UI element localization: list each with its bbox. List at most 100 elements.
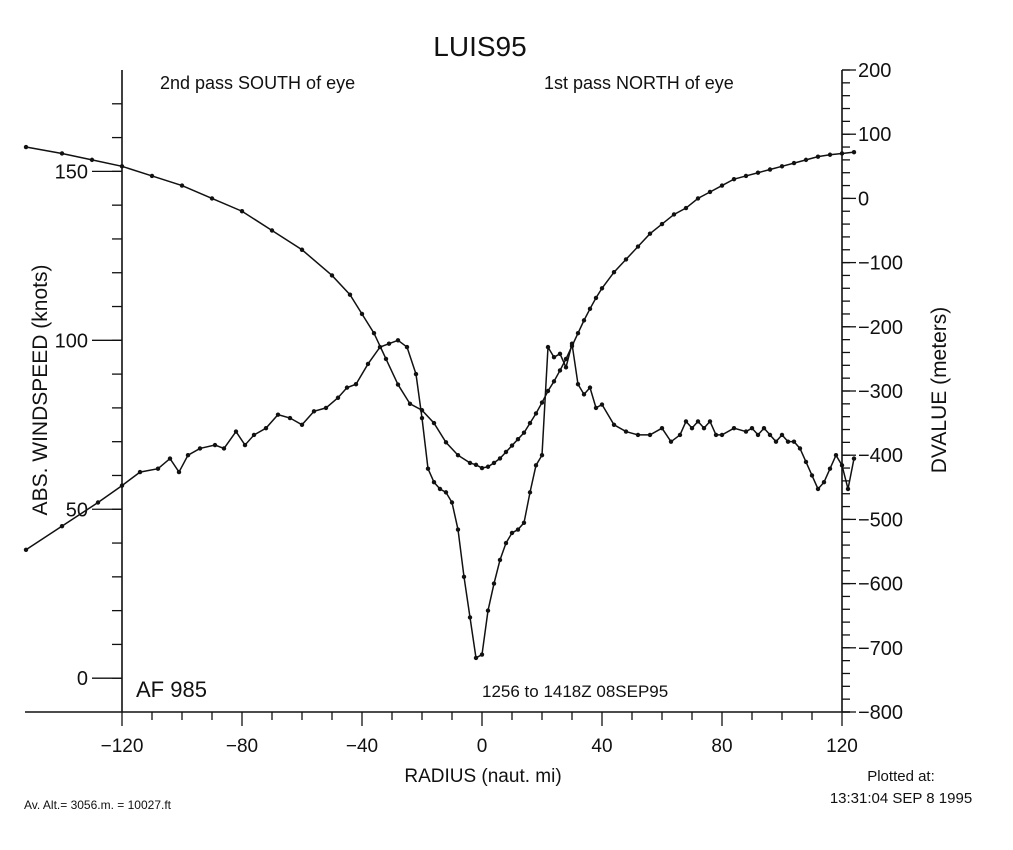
dvalue-point: [515, 436, 521, 442]
windspeed-point: [95, 500, 101, 505]
windspeed-point: [719, 432, 725, 438]
windspeed-point: [563, 365, 569, 370]
windspeed-point: [695, 419, 701, 424]
dvalue-point: [755, 170, 761, 175]
dvalue-point: [695, 196, 701, 201]
dvalue-point: [347, 292, 353, 297]
dvalue-point: [569, 343, 575, 349]
dvalue-point: [611, 270, 617, 275]
altitude-note: Av. Alt.= 3056.m. = 10027.ft: [24, 798, 171, 812]
dvalue-point: [683, 205, 689, 211]
dvalue-point: [557, 368, 563, 373]
windspeed-point: [431, 480, 437, 485]
windspeed-point: [119, 483, 125, 488]
windspeed-point: [287, 415, 293, 421]
windspeed-point: [212, 442, 218, 448]
windspeed-point: [353, 382, 359, 387]
dvalue-point: [383, 356, 389, 362]
dvalue-point: [623, 257, 629, 262]
windspeed-point: [701, 425, 707, 431]
dvalue-point: [647, 231, 653, 236]
dvalue-point: [533, 411, 539, 416]
windspeed-point: [551, 355, 557, 360]
y2-tick-label: −100: [858, 253, 903, 275]
dvalue-point: [431, 420, 437, 426]
dvalue-point: [581, 318, 587, 323]
windspeed-point: [263, 425, 269, 431]
y2-tick-label: −400: [858, 445, 903, 467]
windspeed-point: [683, 419, 689, 424]
y2-tick-label: −200: [858, 317, 903, 339]
windspeed-point: [575, 382, 581, 387]
windspeed-point: [197, 446, 203, 451]
dvalue-point: [827, 152, 833, 157]
windspeed-point: [497, 557, 503, 563]
windspeed-point: [23, 547, 29, 553]
y-tick-label: 50: [66, 499, 88, 521]
dvalue-point: [563, 356, 569, 362]
dvalue-point: [359, 311, 365, 317]
dvalue-point: [545, 388, 551, 394]
windspeed-point: [167, 456, 173, 461]
dvalue-point: [851, 149, 857, 155]
windspeed-point: [251, 432, 257, 438]
windspeed-point: [221, 446, 227, 451]
annotation-right-pass: 1st pass NORTH of eye: [544, 73, 734, 93]
windspeed-point: [185, 453, 191, 458]
windspeed-point: [815, 486, 821, 492]
windspeed-point: [509, 530, 515, 536]
windspeed-point: [137, 469, 143, 475]
windspeed-point: [791, 439, 797, 444]
x-tick-label: 80: [711, 736, 732, 757]
windspeed-point: [299, 422, 305, 427]
series-line-dvalue: [25, 146, 855, 469]
dvalue-point: [491, 460, 497, 466]
plotted-time: 13:31:04 SEP 8 1995: [829, 790, 973, 807]
windspeed-point: [311, 409, 317, 414]
plotted-label: Plotted at:: [867, 768, 935, 785]
windspeed-point: [827, 466, 833, 471]
windspeed-point: [749, 425, 755, 431]
windspeed-point: [521, 520, 527, 525]
windspeed-point: [233, 429, 239, 434]
windspeed-point: [491, 581, 497, 586]
windspeed-point: [833, 453, 839, 458]
windspeed-point: [335, 395, 341, 400]
dvalue-point: [779, 164, 785, 169]
dvalue-point: [239, 209, 245, 214]
dvalue-point: [209, 196, 215, 201]
windspeed-point: [623, 429, 629, 434]
windspeed-point: [413, 371, 419, 377]
windspeed-point: [743, 429, 749, 434]
windspeed-point: [839, 463, 845, 468]
windspeed-point: [473, 655, 479, 661]
dvalue-point: [419, 408, 425, 413]
windspeed-point: [419, 415, 425, 421]
y2-tick-label: 200: [858, 60, 891, 82]
ticks: [92, 69, 856, 726]
dvalue-point: [575, 331, 581, 336]
windspeed-point: [803, 459, 809, 465]
dvalue-point: [395, 382, 401, 387]
dvalue-point: [767, 167, 773, 172]
dvalue-point: [479, 465, 485, 471]
windspeed-point: [845, 486, 851, 492]
dvalue-point: [371, 331, 377, 336]
x-tick-label: −80: [226, 736, 258, 757]
dvalue-point: [527, 420, 533, 426]
windspeed-point: [425, 466, 431, 471]
y2-tick-label: −500: [858, 509, 903, 531]
dvalue-point: [269, 228, 275, 233]
windspeed-point: [707, 419, 713, 424]
dvalue-point: [593, 295, 599, 301]
dvalue-point: [719, 183, 725, 188]
windspeed-point: [404, 344, 410, 350]
x-tick-label: −120: [101, 736, 144, 757]
dvalue-point: [23, 144, 29, 150]
dvalue-point: [497, 456, 503, 461]
windspeed-point: [809, 473, 815, 478]
dvalue-point: [635, 244, 641, 249]
windspeed-point: [557, 351, 563, 357]
plotted-at: Plotted at: 13:31:04 SEP 8 1995: [801, 766, 1001, 810]
